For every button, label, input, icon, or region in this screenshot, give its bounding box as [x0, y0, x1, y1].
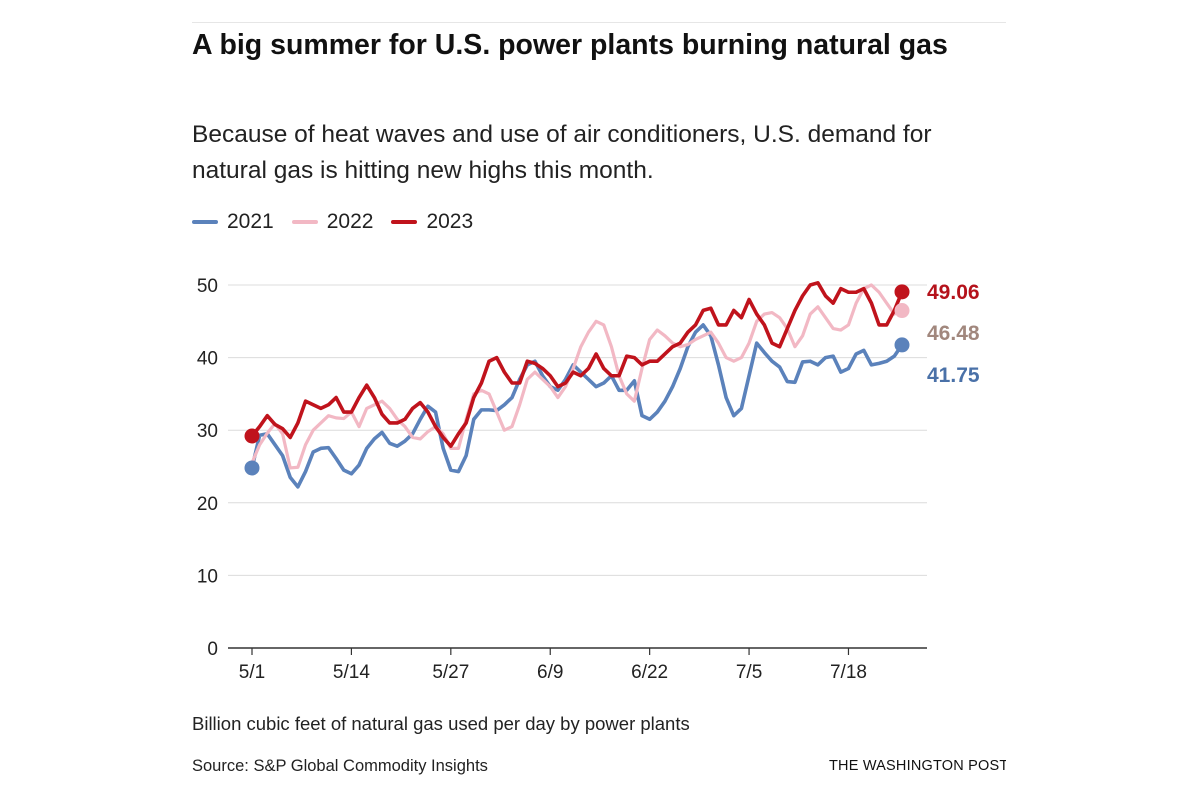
start-point-2023 [244, 428, 260, 444]
end-point-2023 [894, 284, 910, 300]
chart-subtitle: Because of heat waves and use of air con… [192, 121, 932, 184]
y-tick-label: 50 [197, 276, 218, 297]
publisher-credit: THE WASHINGTON POST [829, 758, 1006, 774]
legend-label-2021: 2021 [227, 210, 274, 233]
end-value-label-2023: 49.06 [927, 281, 980, 304]
legend-swatch-2023 [391, 220, 418, 224]
x-tick-label: 6/22 [631, 662, 668, 683]
legend-swatch-2022 [291, 220, 318, 224]
series-line-2021 [250, 323, 904, 489]
y-tick-label: 20 [197, 494, 218, 515]
start-point-2021 [244, 460, 260, 476]
legend: 2021 2022 2023 [192, 208, 491, 236]
y-tick-label: 40 [197, 349, 218, 370]
legend-label-2022: 2022 [326, 210, 374, 233]
legend-label-2023: 2023 [426, 210, 474, 233]
x-tick-label: 7/5 [736, 662, 762, 683]
end-value-label-2022: 46.48 [927, 322, 980, 345]
end-point-2021 [894, 337, 910, 353]
x-tick-label: 5/14 [333, 662, 370, 683]
x-tick-label: 5/27 [432, 662, 469, 683]
y-tick-label: 30 [197, 421, 218, 442]
source-line: Source: S&P Global Commodity Insights [192, 757, 488, 775]
end-value-label-2021: 41.75 [927, 364, 980, 387]
x-tick-label: 5/1 [239, 662, 265, 683]
legend-swatch-2021 [192, 220, 218, 224]
x-tick-label: 7/18 [830, 662, 867, 683]
legend-item-2021: 2021 [192, 210, 274, 234]
chart-title: A big summer for U.S. power plants burni… [192, 29, 948, 61]
legend-item-2022: 2022 [291, 210, 374, 234]
series-line-2022 [250, 283, 904, 470]
x-tick-label: 6/9 [537, 662, 563, 683]
legend-item-2023: 2023 [391, 210, 473, 234]
top-rule [192, 22, 1006, 23]
end-point-2022 [894, 303, 910, 319]
unit-note: Billion cubic feet of natural gas used p… [192, 713, 690, 734]
series-line-2023 [250, 281, 904, 448]
y-tick-label: 0 [207, 639, 218, 660]
y-tick-label: 10 [197, 566, 218, 587]
